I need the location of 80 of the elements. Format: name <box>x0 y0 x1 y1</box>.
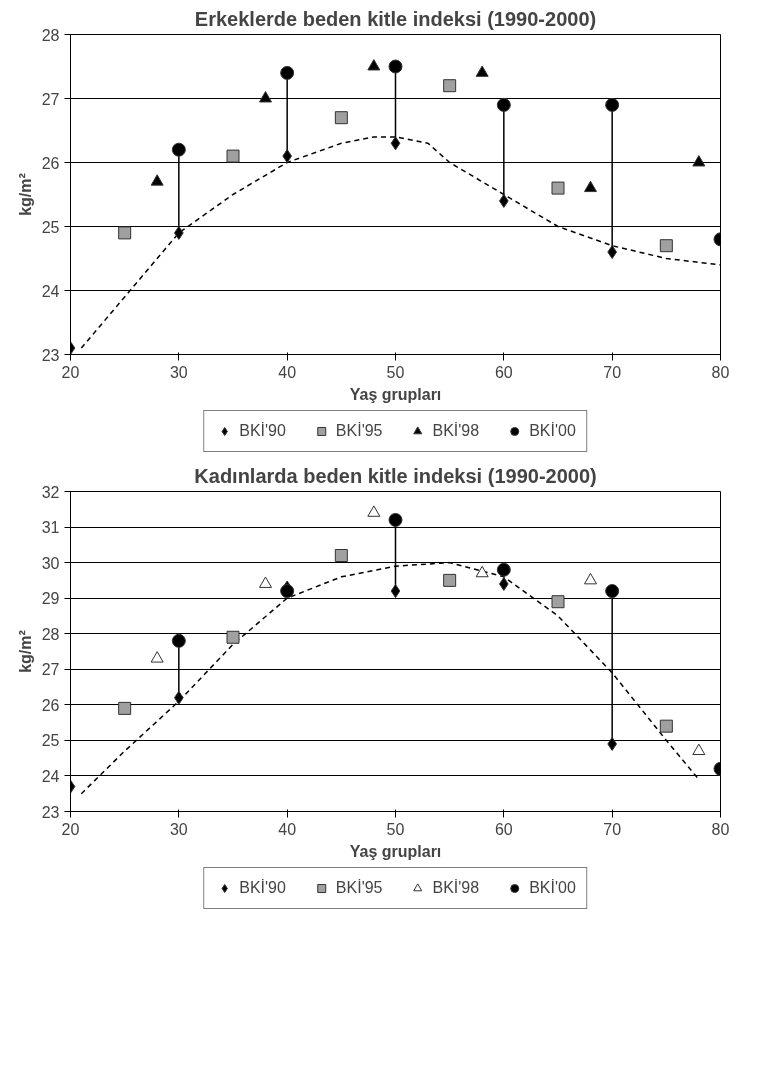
point <box>605 97 620 112</box>
point <box>475 565 489 578</box>
y-tick-label: 32 <box>41 483 60 501</box>
point <box>118 701 132 715</box>
x-tick-label: 60 <box>494 363 513 381</box>
y-tick-label: 28 <box>41 625 60 643</box>
point <box>388 512 403 527</box>
point <box>605 584 620 599</box>
point <box>150 651 164 663</box>
x-tick-label: 50 <box>386 363 405 381</box>
legend-label: BKİ'95 <box>335 422 383 440</box>
chart-title: Kadınlarda beden kitle indeksi (1990-2000) <box>194 464 597 487</box>
y-tick-label: 27 <box>41 90 60 108</box>
point <box>475 65 489 77</box>
legend-label: BKİ'98 <box>432 879 480 897</box>
point <box>390 584 401 599</box>
legend-label: BKİ'90 <box>239 879 286 897</box>
x-tick-label: 60 <box>494 820 513 838</box>
x-tick-label: 20 <box>61 820 80 838</box>
x-tick-label: 20 <box>61 363 80 381</box>
y-tick-label: 26 <box>41 154 60 172</box>
point <box>118 226 132 240</box>
y-tick-label: 30 <box>41 554 60 572</box>
x-tick-label: 40 <box>278 820 297 838</box>
y-tick-label: 25 <box>41 732 60 750</box>
point <box>226 630 240 644</box>
y-axis-title: kg/m² <box>16 173 34 216</box>
y-tick-label: 25 <box>41 218 60 236</box>
x-tick-label: 70 <box>603 820 622 838</box>
point <box>390 136 401 151</box>
point <box>659 719 673 733</box>
y-tick-label: 23 <box>41 803 60 821</box>
point <box>584 572 597 585</box>
x-axis-title: Yaş grupları <box>349 842 442 860</box>
x-tick-label: 80 <box>711 820 730 838</box>
legend-label: BKİ'95 <box>335 879 383 897</box>
point <box>150 174 164 186</box>
point <box>334 549 348 562</box>
point <box>334 111 348 125</box>
point <box>171 633 186 648</box>
point <box>367 505 381 517</box>
point <box>496 562 511 577</box>
legend-label: BKİ'90 <box>239 422 286 440</box>
point <box>226 149 240 163</box>
point <box>551 595 565 609</box>
x-tick-label: 40 <box>278 363 297 381</box>
legend-label: BKİ'00 <box>529 879 576 897</box>
x-tick-label: 70 <box>603 363 622 381</box>
point <box>259 91 272 103</box>
x-axis-title: Yaş grupları <box>349 385 442 403</box>
point <box>659 239 673 253</box>
point <box>584 180 597 193</box>
y-axis-title: kg/m² <box>16 630 34 673</box>
point <box>280 65 295 80</box>
x-tick-label: 30 <box>169 363 188 381</box>
point <box>443 573 457 587</box>
y-tick-label: 23 <box>41 346 60 364</box>
y-tick-label: 31 <box>41 519 60 537</box>
chart-title: Erkeklerde beden kitle indeksi (1990-2000) <box>194 7 597 30</box>
y-tick-label: 26 <box>41 696 60 714</box>
y-tick-label: 29 <box>41 590 60 608</box>
legend-label: BKİ'00 <box>529 422 576 440</box>
point <box>280 584 295 599</box>
point <box>551 181 565 195</box>
x-tick-label: 50 <box>386 820 405 838</box>
x-tick-label: 80 <box>711 363 730 381</box>
point <box>692 743 706 756</box>
point <box>496 97 511 112</box>
point <box>443 79 457 93</box>
y-tick-label: 24 <box>41 282 60 300</box>
y-tick-label: 24 <box>41 767 60 785</box>
y-tick-label: 27 <box>41 661 60 679</box>
point <box>171 142 186 157</box>
point <box>692 155 706 167</box>
point <box>367 59 381 71</box>
point <box>388 59 403 74</box>
x-tick-label: 30 <box>169 820 188 838</box>
point <box>259 576 272 588</box>
y-tick-label: 28 <box>41 26 60 44</box>
legend-label: BKİ'98 <box>432 422 480 440</box>
